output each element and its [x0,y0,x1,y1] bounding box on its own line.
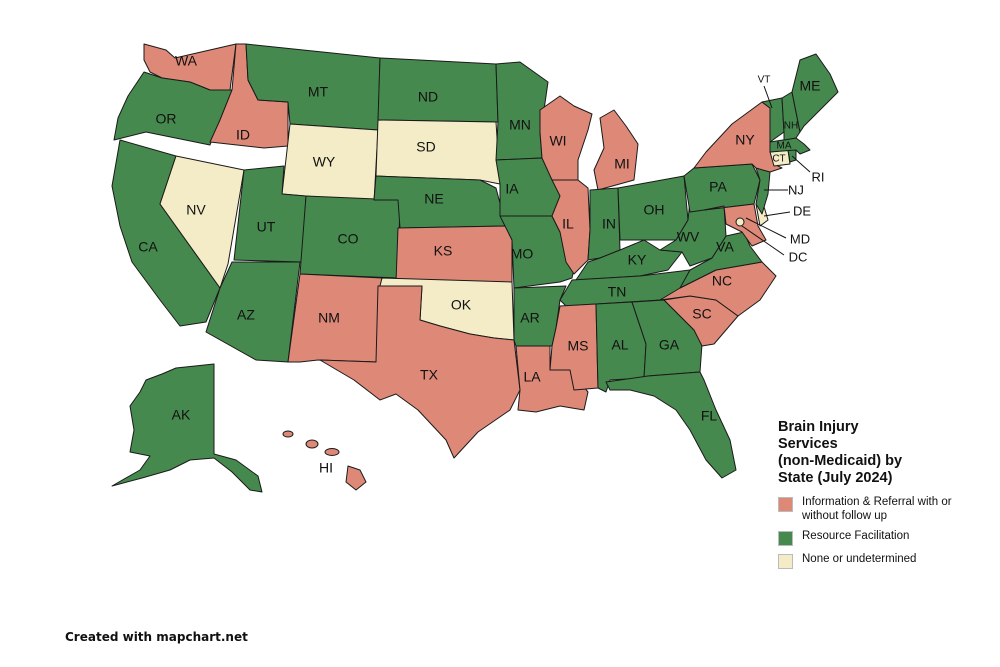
label-ri: RI [812,169,825,184]
state-dc[interactable] [735,217,745,227]
state-sd[interactable] [375,119,501,185]
state-nm[interactable] [287,273,383,363]
state-az[interactable] [205,261,301,363]
legend-swatch-rf [778,531,793,546]
state-vt[interactable] [761,97,785,143]
label-hi: HI [319,460,333,476]
state-mi[interactable] [593,109,639,191]
label-vt: VT [758,75,771,86]
state-fl[interactable] [605,371,737,479]
state-md[interactable] [703,203,767,247]
legend-swatch-ir [778,497,793,512]
legend-title-line: Brain Injury [778,419,859,435]
legend-title: Brain Injury Services (non-Medicaid) by … [778,419,978,487]
legend-label: None or undetermined [802,553,917,565]
label-md: MD [790,231,810,246]
state-ks[interactable] [395,225,513,283]
label-de: DE [793,203,811,218]
state-co[interactable] [299,195,401,279]
legend: Brain Injury Services (non-Medicaid) by … [778,419,978,575]
state-wi[interactable] [539,95,593,181]
state-tx[interactable] [319,285,521,459]
legend-item-none: None or undetermined [778,552,978,569]
legend-label: Information & Referral with or without f… [802,496,952,522]
state-hi-group[interactable] [282,430,367,491]
mapchart-credit: Created with mapchart.net [65,630,248,644]
state-ma[interactable] [769,137,811,155]
state-ak[interactable] [111,363,263,493]
state-ny[interactable] [693,101,783,173]
state-wy[interactable] [281,123,379,203]
label-dc: DC [789,249,808,264]
legend-item-information-referral: Information & Referral with or without f… [778,495,978,523]
state-nj[interactable] [755,167,771,215]
state-me[interactable] [791,53,839,133]
legend-title-line: Services [778,436,838,452]
state-la[interactable] [515,345,589,413]
legend-item-resource-facilitation: Resource Facilitation [778,529,978,546]
state-in[interactable] [587,187,621,261]
legend-swatch-none [778,554,793,569]
state-nd[interactable] [377,57,499,123]
state-oh[interactable] [617,175,689,241]
state-il[interactable] [551,179,591,275]
legend-title-line: (non-Medicaid) by [778,453,903,469]
label-nj: NJ [788,182,804,197]
state-nv[interactable] [159,155,245,289]
state-ct[interactable] [769,149,791,167]
legend-title-line: State (July 2024) [778,470,893,486]
legend-label: Resource Facilitation [802,530,910,542]
